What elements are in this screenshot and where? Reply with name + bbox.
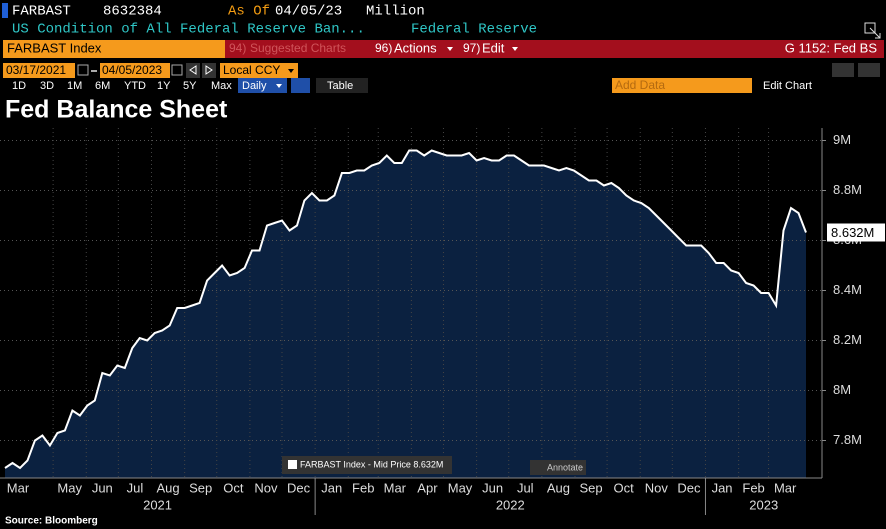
next-button[interactable] — [202, 63, 216, 78]
table-button[interactable] — [316, 78, 368, 93]
x-tick-label: Jan — [712, 480, 733, 495]
annotate-box[interactable] — [530, 460, 586, 475]
chart-type-button[interactable] — [291, 78, 310, 93]
x-tick-label: Nov — [254, 480, 278, 495]
chart-title: Fed Balance Sheet — [5, 96, 228, 124]
x-tick-label: Jan — [321, 480, 342, 495]
frequency: Daily — [242, 80, 267, 92]
add-data: Add Data — [615, 78, 665, 92]
x-tick-label: Aug — [547, 480, 570, 495]
year-label: 2022 — [496, 497, 525, 512]
add-data-field[interactable] — [612, 78, 752, 93]
dropdown-arrow — [276, 84, 282, 88]
x-tick-label: Apr — [417, 480, 438, 495]
popout-icon[interactable] — [864, 22, 881, 39]
legend-box — [282, 456, 452, 474]
dropdown-arrow — [288, 69, 294, 73]
calendar-icon[interactable] — [171, 64, 183, 76]
as-of-date: 04/05/23 — [275, 4, 342, 20]
period-button[interactable]: 1M — [67, 80, 82, 92]
dropdown-arrow — [447, 47, 453, 51]
security-field[interactable] — [3, 40, 225, 58]
period-button[interactable]: 6M — [95, 80, 110, 92]
period-button[interactable]: Max — [211, 80, 232, 92]
end-field[interactable] — [100, 63, 170, 78]
y-tick-label: 8.4M — [833, 282, 862, 297]
annotate: Annotate — [547, 462, 583, 472]
period-button[interactable]: 1D — [12, 80, 26, 92]
line — [4, 149, 807, 470]
undo-icons[interactable] — [832, 63, 880, 77]
ticker: FARBAST — [12, 4, 71, 20]
unit: Million — [366, 4, 425, 20]
edit-num: 97) — [463, 41, 480, 55]
suggested-num: 94) — [229, 41, 246, 55]
dash — [91, 70, 97, 72]
actions[interactable]: Actions — [394, 40, 437, 55]
marker — [2, 3, 8, 18]
period-button[interactable]: 3D — [40, 80, 54, 92]
x-tick-label: Dec — [677, 480, 701, 495]
year-label: 2021 — [143, 497, 172, 512]
period-button[interactable]: 5Y — [183, 80, 197, 92]
x-tick-label: Mar — [7, 480, 30, 495]
legend-swatch — [288, 460, 297, 469]
y-tick-label: 8M — [833, 382, 851, 397]
x-tick-label: Oct — [223, 480, 244, 495]
area — [5, 150, 806, 478]
period-button[interactable]: YTD — [124, 80, 146, 92]
x-tick-label: Sep — [579, 480, 602, 495]
period-button[interactable]: 1Y — [157, 80, 171, 92]
edit-chart[interactable]: Edit Chart — [763, 80, 812, 92]
prev-button[interactable] — [186, 63, 200, 78]
x-tick-label: May — [57, 480, 82, 495]
x-tick-label: Sep — [189, 480, 212, 495]
x-tick-label: Nov — [645, 480, 669, 495]
start-field[interactable] — [3, 63, 75, 78]
legend-text: FARBAST Index - Mid Price 8.632M — [300, 459, 443, 469]
y-tick-label: 8.8M — [833, 182, 862, 197]
dropdown-arrow — [512, 47, 518, 51]
edit[interactable]: Edit — [482, 40, 505, 55]
page-id: G 1152: Fed BS — [785, 40, 878, 55]
end-date: 04/05/2023 — [102, 63, 162, 77]
as-of-label: As Of — [228, 4, 270, 20]
actions-num: 96) — [375, 41, 392, 55]
source-name: Federal Reserve — [411, 22, 537, 38]
calendar-icon[interactable] — [77, 64, 89, 76]
x-tick-label: Oct — [614, 480, 635, 495]
currency: Local CCY — [223, 63, 280, 77]
last-value-label: 8.632M — [831, 225, 874, 240]
x-tick-label: Feb — [352, 480, 374, 495]
y-tick-label: 9M — [833, 132, 851, 147]
arrow — [189, 65, 197, 75]
x-tick-label: Aug — [157, 480, 180, 495]
x-tick-label: May — [448, 480, 473, 495]
security: FARBAST Index — [7, 40, 102, 55]
x-tick-label: Jul — [517, 480, 534, 495]
suggested[interactable]: Suggested Charts — [250, 41, 346, 55]
x-tick-label: Jun — [482, 480, 503, 495]
x-tick-label: Dec — [287, 480, 311, 495]
source: Source: Bloomberg — [5, 516, 98, 527]
start-date: 03/17/2021 — [6, 63, 66, 77]
x-tick-label: Mar — [384, 480, 407, 495]
y-tick-label: 7.8M — [833, 432, 862, 447]
x-tick-label: Mar — [774, 480, 797, 495]
x-tick-label: Jun — [92, 480, 113, 495]
last-value-box — [827, 223, 885, 242]
last: 8632384 — [103, 4, 162, 20]
frequency-field[interactable] — [238, 78, 287, 93]
currency-field[interactable] — [220, 63, 298, 78]
year-label: 2023 — [749, 497, 778, 512]
x-tick-label: Feb — [742, 480, 764, 495]
y-tick-label: 8.2M — [833, 332, 862, 347]
x-tick-label: Jul — [127, 480, 144, 495]
arrow — [205, 65, 213, 75]
description: US Condition of All Federal Reserve Ban.… — [12, 22, 365, 38]
table: Table — [327, 80, 353, 92]
